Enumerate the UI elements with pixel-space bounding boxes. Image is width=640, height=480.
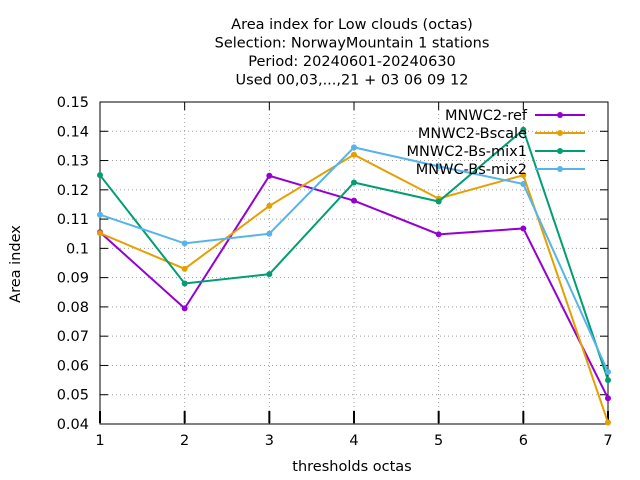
data-point — [97, 211, 103, 218]
data-point — [605, 419, 611, 426]
data-point — [181, 265, 188, 272]
data-point — [351, 179, 357, 186]
data-point — [520, 172, 527, 179]
y-tick-label: 0.1 — [66, 241, 89, 257]
data-point — [351, 197, 357, 204]
legend-label: MNWC-Bs-mix2 — [416, 162, 527, 178]
data-point — [351, 151, 357, 158]
data-point — [266, 202, 273, 209]
y-tick-label: 0.11 — [57, 212, 89, 228]
data-point — [605, 377, 611, 384]
data-point — [605, 368, 611, 375]
data-point — [520, 126, 527, 133]
data-point — [435, 198, 442, 205]
data-point — [97, 230, 103, 237]
legend-swatch-marker — [557, 130, 563, 136]
x-tick-label: 1 — [95, 433, 104, 449]
data-point — [181, 240, 188, 247]
x-tick-label: 4 — [349, 433, 358, 449]
title-line: Area index for Low clouds (octas) — [231, 17, 473, 33]
y-tick-label: 0.04 — [57, 417, 89, 433]
data-point — [605, 395, 611, 402]
legend-label: MNWC2-Bscale — [418, 126, 527, 142]
series-MNWC2-Bs-mix1 — [97, 126, 611, 384]
data-point — [97, 172, 103, 179]
data-point — [266, 172, 273, 179]
y-tick-label: 0.08 — [57, 300, 89, 316]
y-axis-label: Area index — [8, 225, 24, 303]
data-point — [181, 280, 188, 287]
data-point — [435, 163, 442, 170]
legend-swatch-marker — [557, 166, 563, 172]
series-MNWC-Bs-mix2 — [97, 144, 611, 375]
data-point — [266, 230, 273, 237]
data-point — [435, 231, 442, 238]
data-point — [181, 305, 188, 312]
series-line — [99, 174, 609, 399]
y-tick-label: 0.12 — [57, 183, 89, 199]
x-tick-label: 5 — [434, 433, 443, 449]
x-tick-label: 7 — [603, 433, 612, 449]
data-point — [520, 180, 527, 187]
y-tick-label: 0.14 — [57, 124, 89, 140]
legend: MNWC2-ref MNWC2-Bscale MNWC2-Bs-mix1 MNWC-B… — [407, 108, 585, 178]
data-point — [520, 225, 527, 232]
legend-label: MNWC2-ref — [445, 108, 528, 124]
legend-swatch-marker — [557, 112, 563, 118]
title-line: Used 00,03,...,21 + 03 06 09 12 — [236, 73, 469, 89]
legend-swatch-marker — [557, 148, 563, 154]
legend-label: MNWC2-Bs-mix1 — [407, 144, 527, 160]
y-tick-label: 0.07 — [57, 329, 89, 345]
series-lines — [97, 126, 611, 426]
chart-title: Area index for Low clouds (octas) Selecti… — [215, 17, 490, 89]
data-point — [351, 144, 357, 151]
series-MNWC2-Bscale — [97, 151, 611, 426]
title-line: Period: 20240601-20240630 — [248, 54, 456, 70]
title-line: Selection: NorwayMountain 1 stations — [215, 36, 490, 52]
x-tick-label: 2 — [180, 433, 189, 449]
axes: 0.04 0.05 0.06 0.07 0.08 0.09 0.1 0.11 0.12 0.13 0… — [57, 95, 613, 449]
x-tick-label: 6 — [519, 433, 528, 449]
y-tick-label: 0.15 — [57, 95, 89, 111]
series-MNWC2-ref — [97, 172, 611, 402]
y-tick-label: 0.09 — [57, 271, 89, 287]
x-tick-label: 3 — [265, 433, 274, 449]
y-tick-label: 0.13 — [57, 154, 89, 170]
y-tick-label: 0.06 — [57, 358, 89, 374]
y-tick-label: 0.05 — [57, 388, 89, 404]
x-axis-label: thresholds octas — [292, 459, 411, 475]
data-point — [266, 271, 273, 278]
